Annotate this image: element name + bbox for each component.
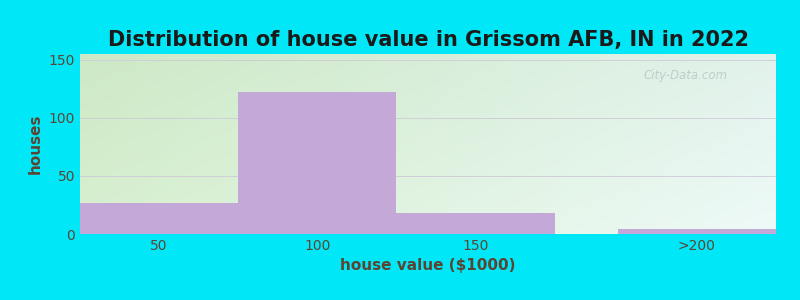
Bar (238, 92, 396, 234)
Title: Distribution of house value in Grissom AFB, IN in 2022: Distribution of house value in Grissom A… (107, 30, 749, 50)
Text: City-Data.com: City-Data.com (643, 69, 727, 82)
Bar (396, 213, 554, 234)
Y-axis label: houses: houses (28, 114, 43, 174)
X-axis label: house value ($1000): house value ($1000) (340, 258, 516, 273)
Bar (618, 230, 776, 234)
Bar (80, 202, 238, 234)
